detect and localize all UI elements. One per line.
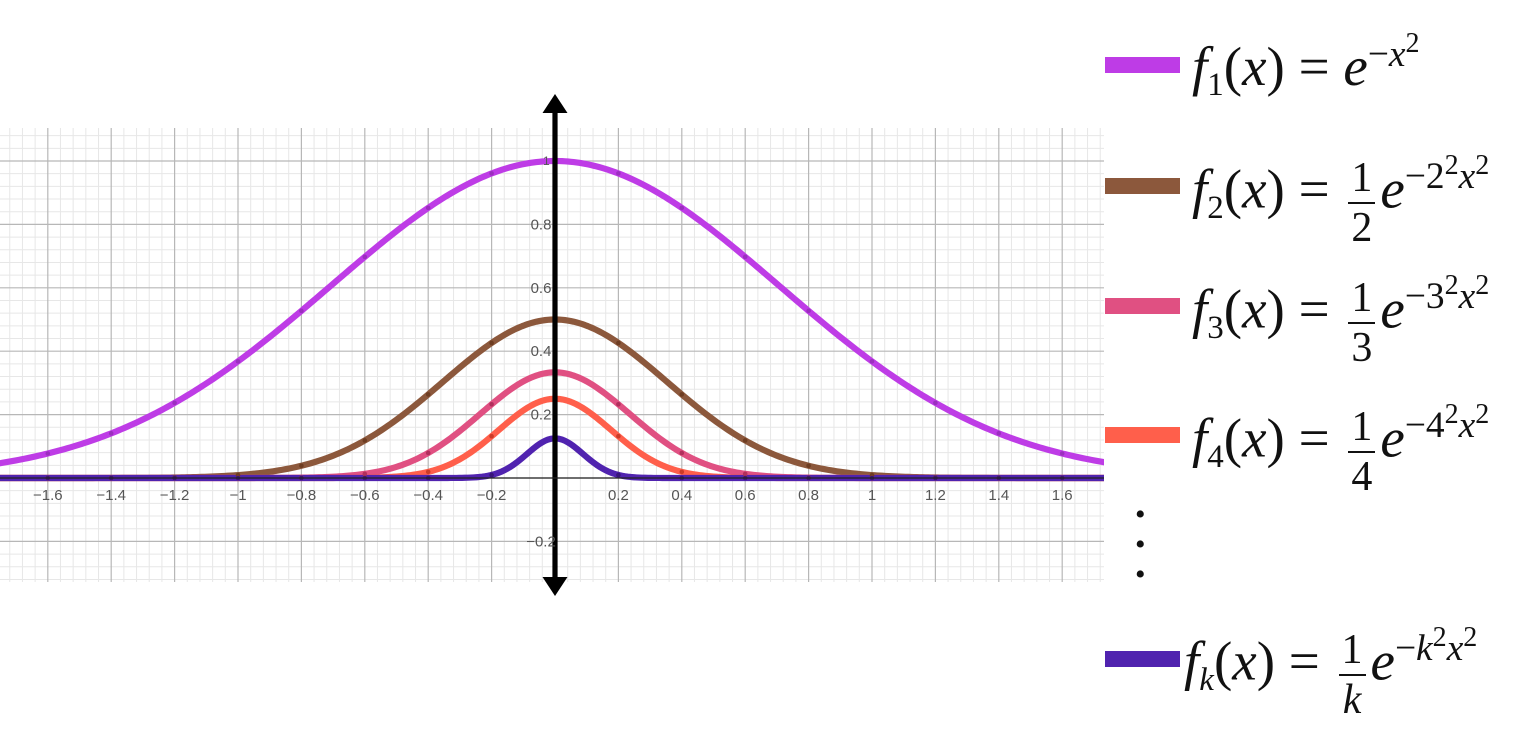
svg-text:−1: −1 [229,487,246,504]
svg-text:1: 1 [868,487,876,504]
svg-text:−1.4: −1.4 [96,487,126,504]
svg-text:0.6: 0.6 [735,487,756,504]
svg-text:−1.2: −1.2 [160,487,190,504]
svg-text:0.6: 0.6 [531,280,552,297]
svg-text:1.6: 1.6 [1052,487,1073,504]
svg-text:−1.6: −1.6 [33,487,63,504]
svg-text:1.2: 1.2 [925,487,946,504]
svg-text:−0.2: −0.2 [477,487,507,504]
svg-text:0.4: 0.4 [671,487,692,504]
svg-text:−0.2: −0.2 [526,533,556,550]
svg-text:0.2: 0.2 [531,407,552,424]
svg-text:1: 1 [543,154,550,168]
svg-text:−0.4: −0.4 [413,487,443,504]
svg-text:0.8: 0.8 [531,216,552,233]
svg-text:−0.8: −0.8 [287,487,317,504]
svg-text:0.4: 0.4 [531,343,552,360]
svg-text:1.4: 1.4 [988,487,1009,504]
svg-text:0.2: 0.2 [608,487,629,504]
svg-text:0.8: 0.8 [798,487,819,504]
svg-text:−0.6: −0.6 [350,487,380,504]
